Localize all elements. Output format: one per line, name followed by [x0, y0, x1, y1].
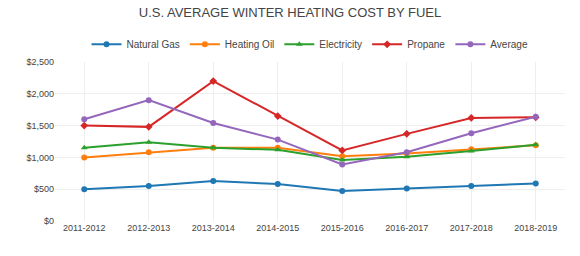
svg-text:$500: $500 — [34, 184, 54, 194]
svg-text:$1,000: $1,000 — [26, 153, 54, 163]
svg-text:2011-2012: 2011-2012 — [63, 223, 105, 233]
svg-text:Propane: Propane — [407, 39, 445, 50]
svg-text:Natural Gas: Natural Gas — [127, 39, 180, 50]
svg-text:2012-2013: 2012-2013 — [127, 223, 170, 233]
svg-text:$2,000: $2,000 — [26, 89, 54, 99]
svg-text:Electricity: Electricity — [319, 39, 362, 50]
svg-text:2013-2014: 2013-2014 — [192, 223, 235, 233]
svg-text:$2,500: $2,500 — [26, 57, 54, 67]
svg-text:2014-2015: 2014-2015 — [256, 223, 299, 233]
svg-text:U.S. AVERAGE WINTER HEATING CO: U.S. AVERAGE WINTER HEATING COST BY FUEL — [139, 5, 441, 20]
svg-text:$0: $0 — [44, 216, 54, 226]
svg-text:2016-2017: 2016-2017 — [385, 223, 428, 233]
svg-text:2018-2019: 2018-2019 — [514, 223, 557, 233]
svg-text:Average: Average — [490, 39, 528, 50]
svg-text:2017-2018: 2017-2018 — [450, 223, 493, 233]
svg-text:2015-2016: 2015-2016 — [321, 223, 364, 233]
svg-text:Heating Oil: Heating Oil — [225, 39, 274, 50]
svg-text:$1,500: $1,500 — [26, 121, 54, 131]
